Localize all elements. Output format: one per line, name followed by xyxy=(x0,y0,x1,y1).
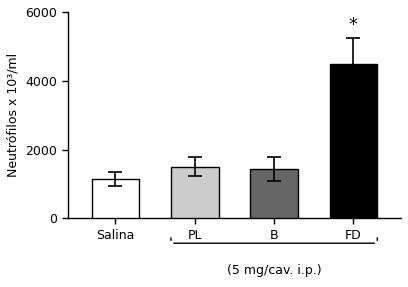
Bar xyxy=(92,179,139,218)
Bar xyxy=(330,63,377,218)
Y-axis label: Neutrófilos x 10³/ml: Neutrófilos x 10³/ml xyxy=(7,53,20,177)
Text: (5 mg/cav. i.p.): (5 mg/cav. i.p.) xyxy=(227,264,322,277)
Text: *: * xyxy=(349,15,358,34)
Bar xyxy=(250,169,298,218)
Bar xyxy=(171,167,219,218)
